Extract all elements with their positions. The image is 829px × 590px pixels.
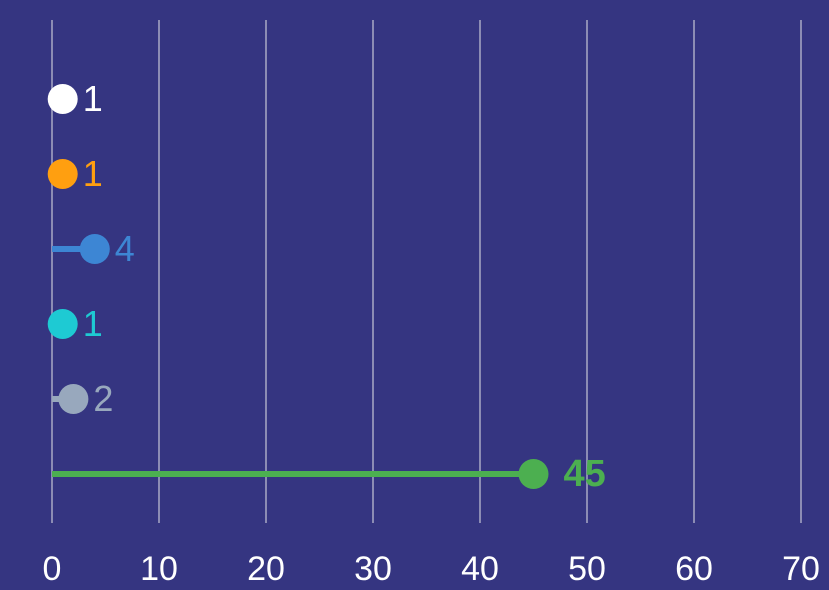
lollipop-dot xyxy=(47,309,78,339)
lollipop-dot xyxy=(47,159,78,189)
x-tick-label: 0 xyxy=(43,550,62,588)
data-label: 1 xyxy=(83,303,103,344)
x-tick-label: 40 xyxy=(461,550,499,588)
data-label: 2 xyxy=(93,378,113,419)
lollipop-dot xyxy=(79,234,110,264)
grid-lines xyxy=(51,20,802,523)
lollipop-dot xyxy=(47,84,78,114)
x-tick-label: 20 xyxy=(247,550,285,588)
lollipop-dot xyxy=(518,459,549,489)
x-tick-label: 60 xyxy=(675,550,713,588)
x-tick-label: 70 xyxy=(782,550,820,588)
data-label: 45 xyxy=(564,453,606,495)
data-label: 1 xyxy=(83,153,103,194)
x-tick-label: 50 xyxy=(568,550,606,588)
data-label: 1 xyxy=(83,78,103,119)
x-tick-label: 30 xyxy=(354,550,392,588)
data-label: 4 xyxy=(115,228,135,269)
x-axis-ticks: 0 10 20 30 40 50 60 70 xyxy=(43,550,820,588)
x-tick-label: 10 xyxy=(140,550,178,588)
lollipop-dot xyxy=(58,384,89,414)
